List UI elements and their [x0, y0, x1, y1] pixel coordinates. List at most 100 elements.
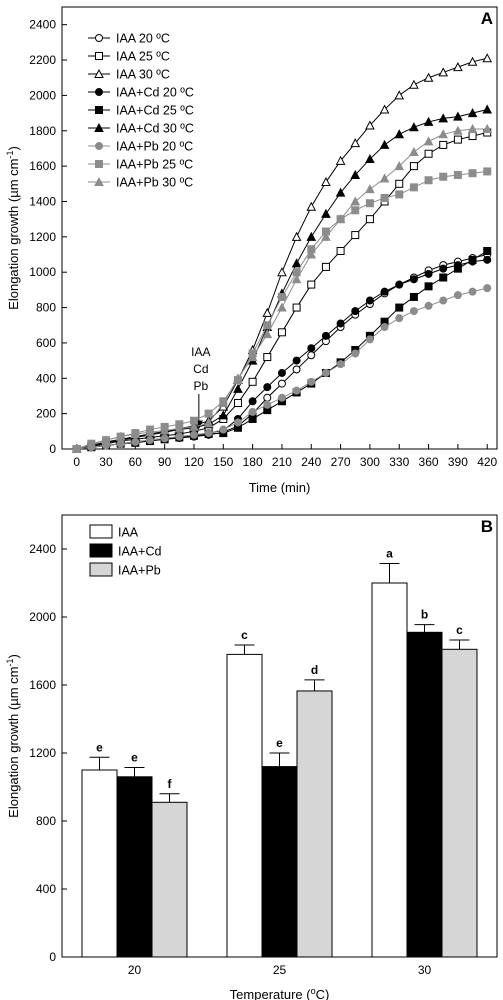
data-point	[321, 208, 331, 218]
y-tick-label: 2400	[29, 542, 56, 556]
panel-a-line-chart: 0200400600800100012001400160018002000220…	[5, 6, 498, 495]
y-axis-label-main: Elongation growth (µm cm	[6, 667, 21, 818]
bar	[116, 776, 153, 958]
x-tick-label: 120	[184, 455, 204, 469]
bar	[81, 769, 118, 958]
series-line	[76, 250, 488, 450]
data-point	[277, 267, 287, 277]
data-point	[423, 116, 434, 126]
data-point	[292, 356, 301, 365]
legend-marker	[95, 160, 103, 168]
y-axis-label-end: )	[6, 146, 21, 150]
data-point	[248, 407, 257, 416]
data-point	[453, 62, 463, 72]
x-tick-label: 390	[448, 455, 468, 469]
data-point	[307, 344, 316, 353]
x-tick-label: 300	[360, 455, 380, 469]
data-point	[306, 231, 317, 241]
data-point	[71, 443, 82, 453]
data-point	[292, 303, 301, 312]
data-point	[424, 282, 433, 291]
data-point	[321, 262, 330, 271]
data-point	[468, 169, 477, 178]
x-tick-label: 180	[243, 455, 263, 469]
legend-label: IAA 25 ºC	[116, 50, 170, 64]
legend-label: IAA+Pb 30 ºC	[116, 176, 193, 190]
data-point	[409, 183, 418, 192]
y-tick-label: 0	[49, 442, 56, 456]
legend-label: IAA+Pb	[118, 564, 161, 578]
legend-label: IAA+Pb 25 ºC	[116, 158, 193, 172]
data-point	[262, 329, 273, 339]
legend-label: IAA+Cd 20 ºC	[116, 86, 194, 100]
data-point	[350, 138, 361, 148]
x-tick-label: 30	[418, 963, 432, 977]
data-point	[351, 307, 360, 316]
y-tick-label: 800	[36, 814, 56, 828]
y-tick-label: 1400	[29, 194, 56, 208]
data-point	[335, 214, 346, 224]
data-point	[160, 434, 169, 443]
legend: IAA IAA+Cd IAA+Pb	[89, 524, 161, 578]
data-point	[321, 331, 330, 340]
data-point	[86, 439, 97, 449]
y-tick-label: 1600	[29, 159, 56, 173]
data-point	[365, 184, 375, 194]
data-point	[336, 360, 345, 369]
x-tick-label: 60	[129, 455, 143, 469]
y-tick-label: 2400	[29, 18, 56, 32]
data-point	[291, 274, 302, 284]
data-point	[116, 439, 125, 448]
data-point	[380, 323, 389, 332]
data-point	[351, 231, 360, 240]
data-point	[131, 437, 140, 446]
data-point	[380, 193, 389, 202]
data-point	[365, 199, 374, 208]
data-point	[277, 328, 286, 337]
data-point	[248, 397, 257, 406]
legend-swatch	[89, 543, 113, 558]
data-point	[468, 287, 477, 296]
data-point	[395, 303, 404, 312]
data-point	[263, 321, 272, 330]
data-point	[395, 314, 404, 323]
x-tick-label: 360	[419, 455, 439, 469]
data-point	[115, 431, 126, 441]
panel-label: A	[481, 9, 493, 28]
y-tick-label: 1200	[29, 230, 56, 244]
y-tick-label: 0	[49, 950, 56, 964]
data-point	[424, 149, 433, 158]
y-tick-label: 600	[36, 336, 56, 350]
y-tick-label: 1800	[29, 124, 56, 138]
data-point	[453, 111, 463, 121]
legend-marker	[95, 52, 103, 60]
data-point	[394, 129, 405, 139]
data-point	[263, 383, 272, 392]
x-tick-label: 30	[99, 455, 113, 469]
data-point	[101, 435, 111, 445]
series-line	[76, 287, 488, 450]
legend-marker	[95, 34, 103, 42]
y-tick-label: 2000	[29, 88, 56, 102]
series	[72, 250, 492, 453]
x-axis-label: Time (min)	[249, 480, 311, 495]
data-point	[395, 190, 404, 199]
x-tick-label: 25	[273, 963, 287, 977]
y-axis-label: Elongation growth (µm cm-1)	[5, 146, 21, 310]
data-point	[291, 231, 302, 241]
significance-letter: f	[168, 777, 173, 791]
data-point	[453, 125, 463, 135]
annotation-text: Cd	[193, 362, 208, 376]
data-point	[321, 231, 331, 241]
data-point	[263, 400, 272, 409]
y-tick-label: 1600	[29, 678, 56, 692]
data-point	[335, 187, 346, 197]
data-point	[262, 307, 273, 317]
data-point	[394, 161, 405, 171]
x-tick-label: 270	[331, 455, 351, 469]
legend-marker	[95, 106, 103, 114]
x-axis-label: Temperature (oC)	[230, 986, 330, 1000]
data-point	[453, 170, 462, 179]
data-point	[409, 275, 418, 284]
